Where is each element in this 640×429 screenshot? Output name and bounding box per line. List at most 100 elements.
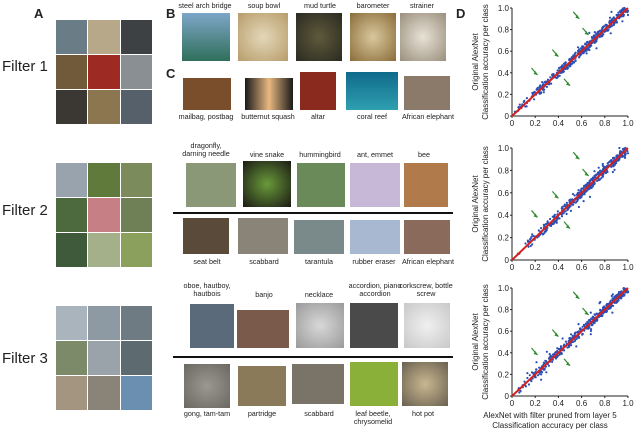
data-point bbox=[589, 333, 592, 336]
panel-a-label: A bbox=[34, 6, 44, 21]
c4-label-3: necklace bbox=[304, 290, 334, 299]
data-point bbox=[608, 16, 612, 19]
data-point bbox=[539, 91, 542, 94]
c2-image-dragonfly bbox=[186, 163, 236, 207]
data-point bbox=[607, 307, 610, 311]
data-point bbox=[577, 189, 580, 192]
c2-label-3: hummingbird bbox=[299, 150, 341, 159]
data-point bbox=[611, 297, 614, 300]
data-point bbox=[615, 294, 618, 297]
c5-image-hot-pot bbox=[402, 362, 448, 406]
data-point bbox=[593, 321, 596, 325]
c2-image-bee bbox=[404, 163, 448, 207]
data-point bbox=[593, 170, 596, 173]
c4-label-2: banjo bbox=[255, 290, 273, 299]
data-point bbox=[523, 99, 526, 102]
data-point bbox=[563, 204, 566, 207]
c3-image-seat-belt bbox=[183, 218, 229, 254]
data-point bbox=[541, 81, 544, 84]
data-point bbox=[578, 197, 581, 200]
diagonal-line bbox=[511, 7, 629, 117]
data-point bbox=[595, 47, 598, 50]
data-point bbox=[571, 193, 575, 196]
data-point bbox=[609, 299, 612, 302]
c1-label-3: altar bbox=[311, 112, 325, 121]
data-point bbox=[590, 328, 593, 331]
c4-image-accordion bbox=[350, 303, 398, 348]
data-point bbox=[593, 313, 597, 316]
data-point bbox=[586, 181, 589, 185]
data-point bbox=[594, 174, 597, 177]
data-point bbox=[590, 44, 593, 47]
c2-label-2: vine snake bbox=[249, 150, 285, 159]
data-point bbox=[546, 220, 549, 223]
c5-image-gong bbox=[184, 364, 230, 408]
data-point bbox=[590, 178, 593, 181]
data-point bbox=[568, 337, 571, 340]
y-tick-label: 0 bbox=[505, 112, 510, 121]
panel-c-label: C bbox=[166, 66, 176, 81]
data-point bbox=[563, 343, 566, 346]
data-point bbox=[588, 195, 592, 198]
arrow-head bbox=[575, 155, 580, 160]
x-tick-label: 0.8 bbox=[599, 399, 611, 408]
data-point bbox=[564, 61, 567, 64]
data-point bbox=[555, 221, 558, 224]
data-point bbox=[588, 48, 591, 52]
data-point bbox=[592, 183, 595, 186]
data-point bbox=[590, 186, 593, 189]
data-point bbox=[595, 39, 598, 43]
c3-label-4: rubber eraser bbox=[352, 257, 396, 266]
data-point bbox=[543, 232, 546, 235]
data-point bbox=[617, 159, 620, 162]
arrow-head bbox=[566, 81, 570, 86]
x-tick-label: 0 bbox=[510, 263, 515, 272]
c3-image-rubber-eraser bbox=[350, 220, 400, 254]
data-point bbox=[579, 189, 582, 192]
c3-label-5: African elephant bbox=[402, 257, 454, 266]
y-tick-label: 0.8 bbox=[498, 306, 510, 315]
data-point bbox=[535, 361, 538, 364]
arrow-head bbox=[566, 361, 570, 366]
y-tick-label: 0.6 bbox=[498, 327, 510, 336]
data-point bbox=[572, 54, 575, 57]
x-tick-label: 0.6 bbox=[576, 263, 588, 272]
c4-image-necklace bbox=[296, 303, 344, 348]
data-point bbox=[529, 237, 532, 240]
y-tick-label: 0 bbox=[505, 256, 510, 265]
data-point bbox=[555, 350, 558, 354]
data-point bbox=[519, 389, 522, 392]
data-point bbox=[528, 374, 531, 377]
data-point bbox=[558, 74, 561, 77]
x-tick-label: 0.4 bbox=[553, 119, 565, 128]
y-axis-label: Original AlexNetClassification accuracy … bbox=[471, 4, 490, 120]
filter-1-label: Filter 1 bbox=[2, 58, 48, 75]
data-point bbox=[572, 203, 575, 206]
c1-label-5: African elephant bbox=[402, 112, 454, 121]
c4-image-banjo bbox=[237, 310, 289, 348]
c1-image-mailbag bbox=[183, 78, 231, 110]
arrow-head bbox=[554, 332, 559, 337]
diagonal-line bbox=[511, 147, 629, 261]
data-point bbox=[558, 353, 561, 356]
y-tick-label: 0.6 bbox=[498, 47, 510, 56]
y-tick-label: 0.4 bbox=[498, 211, 510, 220]
c4-image-oboe bbox=[190, 304, 234, 348]
data-point bbox=[556, 210, 559, 213]
data-point bbox=[562, 69, 565, 72]
data-point bbox=[611, 311, 614, 314]
data-point bbox=[577, 335, 580, 339]
data-point bbox=[543, 81, 546, 84]
scatter-points bbox=[517, 287, 630, 394]
data-point bbox=[574, 59, 577, 62]
data-point bbox=[555, 356, 559, 359]
data-point bbox=[612, 165, 615, 168]
data-point bbox=[526, 239, 529, 242]
data-point bbox=[569, 209, 572, 212]
data-point bbox=[533, 98, 536, 101]
data-point bbox=[611, 304, 614, 307]
filter-2-image-grid bbox=[56, 163, 152, 267]
data-point bbox=[590, 324, 594, 327]
data-point bbox=[588, 326, 591, 329]
b-label-4: barometer bbox=[356, 1, 390, 10]
